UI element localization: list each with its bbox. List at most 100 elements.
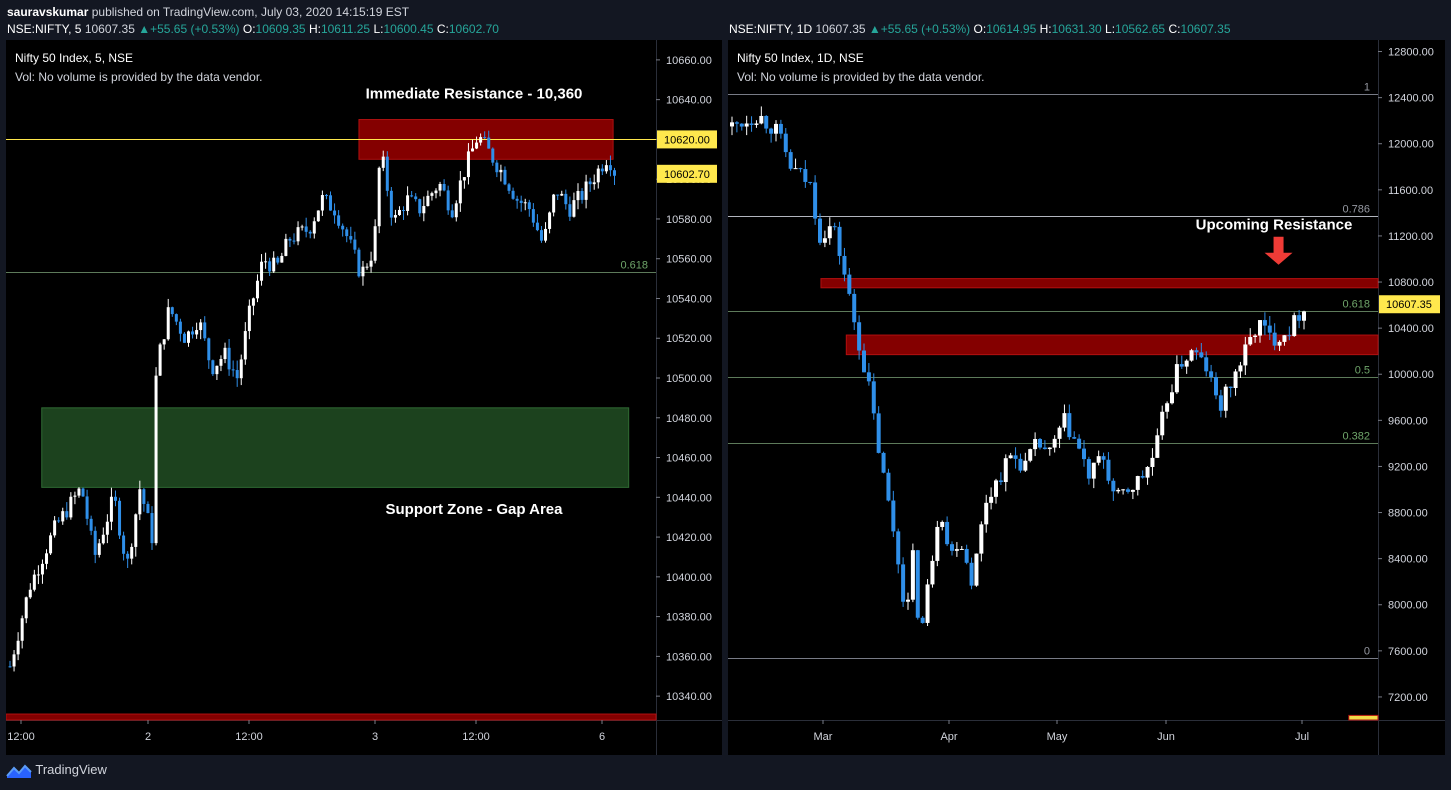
candle bbox=[397, 206, 401, 216]
candle-body bbox=[1194, 350, 1199, 353]
left-ohlc: NSE:NIFTY, 5 10607.35 ▲+55.65 (+0.53%) O… bbox=[7, 22, 499, 36]
candle-body bbox=[61, 511, 65, 522]
candle bbox=[503, 166, 507, 186]
candle bbox=[881, 451, 886, 474]
candle-body bbox=[1077, 438, 1082, 449]
publisher-name[interactable]: sauravskumar bbox=[7, 5, 89, 19]
candle bbox=[32, 569, 36, 592]
candle bbox=[450, 204, 454, 219]
candle bbox=[1262, 312, 1267, 336]
candle-body bbox=[1189, 350, 1194, 361]
candle bbox=[353, 231, 357, 254]
candle-body bbox=[166, 307, 170, 340]
candle bbox=[130, 543, 134, 565]
candle bbox=[272, 251, 276, 273]
y-tick-label: 12400.00 bbox=[1388, 93, 1434, 105]
y-tick-label: 10000.00 bbox=[1388, 369, 1434, 381]
price-badge-label: 10602.70 bbox=[664, 169, 710, 181]
candle bbox=[499, 164, 503, 182]
candle bbox=[974, 553, 979, 587]
candle-body bbox=[45, 553, 49, 564]
candle bbox=[61, 507, 65, 525]
candle-body bbox=[930, 560, 935, 585]
chart-daily[interactable]: 1 0.786 0.618 0.5 0.382 0 7200.00 7600.00 8000.0… bbox=[728, 40, 1445, 755]
candle bbox=[1204, 351, 1209, 377]
candle-body bbox=[1033, 438, 1038, 450]
candle-body bbox=[174, 314, 178, 322]
candle bbox=[568, 196, 572, 221]
candle-body bbox=[556, 194, 560, 196]
candle bbox=[1253, 333, 1258, 343]
candle bbox=[166, 298, 170, 341]
candle bbox=[769, 127, 774, 143]
candle-body bbox=[203, 322, 207, 339]
candle bbox=[45, 549, 49, 570]
candle-body bbox=[223, 347, 227, 360]
candle bbox=[414, 193, 418, 202]
candle bbox=[523, 198, 527, 211]
candle bbox=[20, 615, 24, 649]
candle bbox=[162, 339, 166, 350]
candle bbox=[764, 115, 769, 134]
y-tick-label: 10580.00 bbox=[666, 214, 712, 226]
candle bbox=[1038, 437, 1042, 450]
candle-body bbox=[49, 535, 53, 554]
candle bbox=[910, 543, 915, 603]
left-high: 10611.25 bbox=[320, 22, 371, 36]
candle bbox=[556, 194, 560, 201]
candle bbox=[402, 206, 406, 220]
candle-body bbox=[584, 181, 588, 200]
chart-subtitle: Vol: No volume is provided by the data v… bbox=[15, 70, 262, 84]
candle bbox=[1160, 405, 1165, 440]
price-badge bbox=[1379, 295, 1440, 314]
down-arrow-icon bbox=[1264, 236, 1293, 265]
candle-body bbox=[454, 203, 458, 218]
candle bbox=[1150, 448, 1155, 476]
candle bbox=[925, 579, 930, 627]
candle bbox=[507, 182, 511, 195]
candle-body bbox=[608, 165, 612, 171]
candle-body bbox=[778, 123, 783, 134]
candle bbox=[552, 193, 556, 217]
candle bbox=[142, 487, 146, 512]
candle-body bbox=[793, 168, 798, 170]
candle bbox=[608, 155, 612, 177]
candle bbox=[418, 198, 422, 217]
candle bbox=[1121, 488, 1126, 495]
candle bbox=[49, 532, 53, 556]
candle-body bbox=[808, 181, 813, 183]
candle-body bbox=[24, 597, 28, 619]
candle bbox=[195, 322, 199, 339]
candle-body bbox=[818, 218, 822, 243]
candle-body bbox=[783, 133, 788, 153]
candle-body bbox=[1165, 403, 1170, 412]
candle bbox=[1258, 320, 1262, 343]
publish-line: sauravskumar published on TradingView.co… bbox=[7, 5, 409, 19]
candle-body bbox=[361, 266, 365, 277]
y-tick-label: 10560.00 bbox=[666, 254, 712, 266]
candle-body bbox=[1023, 460, 1028, 471]
candle-body bbox=[1253, 335, 1258, 338]
candle-body bbox=[191, 331, 195, 335]
candle-body bbox=[397, 209, 401, 216]
candle-body bbox=[199, 322, 203, 331]
candle-body bbox=[345, 229, 349, 237]
candle bbox=[560, 190, 564, 196]
candle-body bbox=[77, 488, 81, 496]
candle bbox=[857, 315, 862, 360]
candle bbox=[134, 513, 138, 557]
chart-5min[interactable]: 0.618 10340.00 10360.00 10380.00 10400.00 104… bbox=[6, 40, 722, 755]
left-low: 10600.45 bbox=[383, 22, 434, 36]
candle bbox=[774, 120, 778, 142]
candle-body bbox=[268, 261, 272, 272]
candle-body bbox=[292, 240, 296, 242]
tradingview-footer[interactable]: TradingView bbox=[6, 762, 107, 782]
candle bbox=[462, 177, 466, 189]
candle bbox=[788, 149, 793, 171]
candle-body bbox=[1082, 448, 1086, 460]
candle-body bbox=[276, 257, 280, 263]
candle-body bbox=[32, 574, 36, 590]
candle-body bbox=[600, 168, 604, 172]
candle bbox=[426, 190, 430, 207]
candle-body bbox=[260, 261, 264, 281]
